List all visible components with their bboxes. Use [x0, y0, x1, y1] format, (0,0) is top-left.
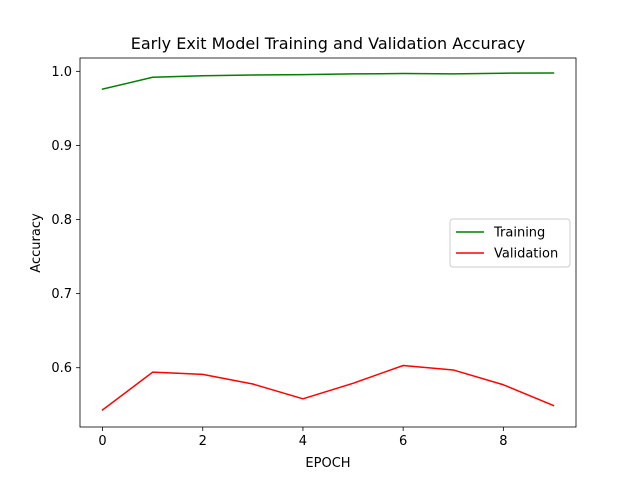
legend-box	[449, 218, 571, 268]
y-tick-label: 0.7	[51, 287, 72, 302]
y-tick-label: 0.9	[51, 139, 72, 154]
x-tick-label: 6	[399, 434, 407, 449]
chart-title: Early Exit Model Training and Validation…	[131, 34, 526, 53]
y-tick-label: 1.0	[51, 65, 72, 80]
x-tick-label: 4	[299, 434, 307, 449]
plot-area: 0 2 4 6 8 0.6 0.7 0.8 0.9 1.0	[51, 57, 577, 449]
y-tick-label: 0.6	[51, 361, 72, 376]
y-axis-label: Accuracy	[29, 213, 44, 273]
series-line-validation	[101, 364, 555, 412]
legend-label-validation: Validation	[494, 247, 558, 262]
legend: Training Validation	[449, 218, 571, 268]
y-tick-label: 0.8	[51, 213, 72, 228]
x-axis-label: EPOCH	[305, 456, 350, 471]
x-tick-label: 0	[98, 434, 106, 449]
axes-frame	[79, 57, 577, 428]
x-tick-label: 8	[499, 434, 507, 449]
legend-label-training: Training	[493, 226, 545, 241]
series-line-training	[101, 72, 555, 91]
x-tick-label: 2	[199, 434, 207, 449]
